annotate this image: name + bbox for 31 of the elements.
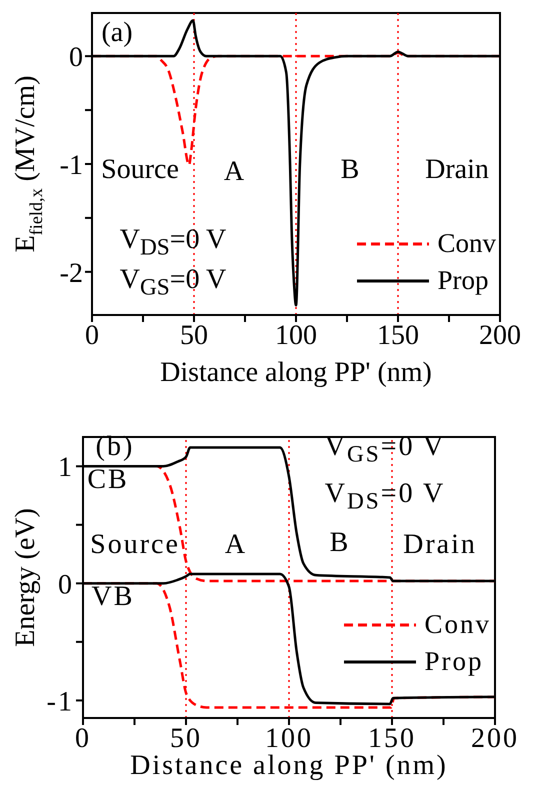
legend-label: Prop xyxy=(424,646,484,677)
annotation: A xyxy=(224,529,248,560)
annotation: V$_{GS}$=0 V xyxy=(120,264,226,301)
annotation: B xyxy=(330,527,350,558)
annotation: V$_{DS}$=0 V xyxy=(120,224,226,261)
x-axis-title: Distance along PP' (nm) xyxy=(160,357,432,388)
y-tick-label: 1 xyxy=(58,452,74,484)
y-tick-label: -1 xyxy=(46,686,74,718)
y-axis-title: Energy (eV) xyxy=(10,508,42,647)
legend-label: Conv xyxy=(424,609,491,640)
y-tick-label: -1 xyxy=(60,150,83,181)
x-tick-label: 200 xyxy=(471,722,519,754)
x-tick-label: 50 xyxy=(180,320,208,351)
annotation: CB xyxy=(87,464,129,495)
annotation: V$_{DS}$=0 V xyxy=(324,478,446,515)
y-tick-label: -2 xyxy=(60,258,83,289)
annotation: Drain xyxy=(425,154,489,185)
y-tick-label: 0 xyxy=(58,569,74,600)
annotation: Source xyxy=(101,154,179,185)
annotation: VB xyxy=(92,581,134,612)
y-tick-label: 0 xyxy=(69,42,83,74)
x-tick-label: 200 xyxy=(479,320,521,351)
annotation: Drain xyxy=(403,529,477,560)
x-tick-label: 150 xyxy=(377,320,419,351)
annotation: A xyxy=(224,156,244,187)
x-tick-label: 100 xyxy=(275,320,317,351)
legend-label: Prop xyxy=(437,265,488,296)
annotation: (a) xyxy=(101,17,133,48)
annotation: B xyxy=(340,154,360,185)
annotation: Source xyxy=(90,529,180,560)
legend-label: Conv xyxy=(437,228,496,259)
